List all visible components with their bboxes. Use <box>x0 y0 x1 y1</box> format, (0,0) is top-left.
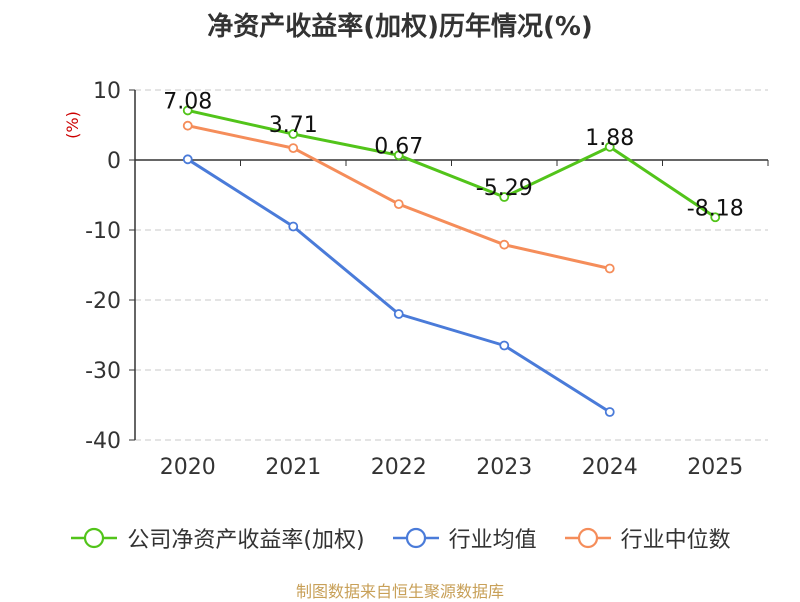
x-tick-label: 2022 <box>371 455 427 480</box>
data-labels: 7.08 3.71 0.67 -5.29 1.88 -8.18 <box>163 89 743 221</box>
x-tick-label: 2023 <box>476 455 532 480</box>
legend-marker <box>564 527 611 549</box>
legend: 公司净资产收益率(加权) 行业均值 行业中位数 <box>0 522 800 554</box>
legend-label: 行业中位数 <box>620 528 731 553</box>
data-label: 3.71 <box>269 113 318 138</box>
data-point <box>604 141 615 152</box>
legend-label: 行业均值 <box>448 528 537 553</box>
y-tick-label: -40 <box>85 429 121 454</box>
data-label: 7.08 <box>163 89 212 114</box>
y-tick-label: -30 <box>85 359 121 384</box>
x-tick-label: 2024 <box>582 455 638 480</box>
legend-label: 公司净资产收益率(加权) <box>127 528 365 553</box>
data-point <box>393 309 404 319</box>
data-point <box>499 239 510 250</box>
series-line <box>187 108 717 219</box>
x-tick-label: 2021 <box>265 455 321 480</box>
data-point <box>288 129 299 139</box>
y-axis-label: (%) <box>63 111 82 139</box>
data-label: 1.88 <box>585 126 634 151</box>
data-point <box>182 105 193 116</box>
chart-title: 净资产收益率(加权)历年情况(%) <box>207 12 593 42</box>
data-point <box>604 263 615 274</box>
y-tick-label: 0 <box>107 149 121 174</box>
data-label: -8.18 <box>687 196 744 221</box>
data-point <box>288 143 299 154</box>
data-point <box>393 199 404 210</box>
grid-lines <box>135 89 768 441</box>
series-lines <box>182 105 721 417</box>
x-tick-label: 2025 <box>687 455 743 480</box>
data-point <box>710 212 721 223</box>
y-tick-label: -20 <box>85 289 121 314</box>
series-line <box>186 158 611 414</box>
source-note: 制图数据来自恒生聚源数据库 <box>295 582 504 601</box>
axes: 10 0 -10 -20 -30 -40 2020 2021 2022 2023 2024 2025 (… <box>63 79 769 480</box>
data-point <box>499 340 510 351</box>
data-point <box>393 150 404 161</box>
data-label: 0.67 <box>374 134 423 159</box>
y-tick-label: -10 <box>85 219 121 244</box>
legend-marker <box>392 527 439 549</box>
data-point <box>182 154 193 165</box>
data-point <box>182 120 193 131</box>
legend-item[interactable]: 公司净资产收益率(加权) <box>69 522 365 554</box>
data-point <box>288 221 299 232</box>
x-tick-label: 2020 <box>160 455 216 480</box>
data-point <box>604 407 615 417</box>
legend-item[interactable]: 行业均值 <box>391 522 537 554</box>
legend-item[interactable]: 行业中位数 <box>563 522 731 554</box>
data-label: -5.29 <box>476 176 533 201</box>
data-point <box>499 192 510 202</box>
y-tick-label: 10 <box>93 79 121 104</box>
legend-marker <box>71 527 118 549</box>
